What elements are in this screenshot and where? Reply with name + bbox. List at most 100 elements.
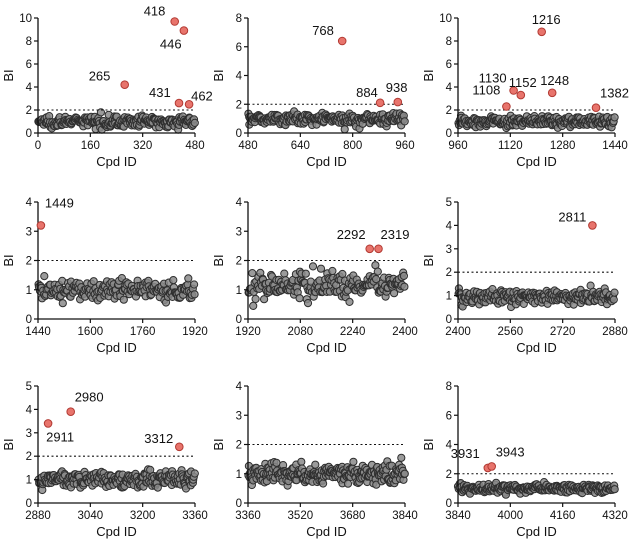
y-tick-label: 8 — [446, 381, 452, 393]
y-tick-label: 4 — [446, 220, 453, 232]
x-tick-label: 2720 — [550, 326, 576, 338]
hit-point — [365, 244, 375, 254]
data-point — [119, 295, 128, 304]
hit-label: 3943 — [496, 444, 525, 459]
x-axis-title: Cpd ID — [306, 154, 346, 169]
y-tick-label: 0 — [26, 128, 32, 140]
data-point — [372, 275, 381, 284]
hit-label: 1248 — [540, 73, 569, 88]
data-point — [190, 280, 199, 289]
x-tick-label: 3680 — [340, 510, 366, 522]
data-point — [96, 108, 106, 117]
hit-point — [36, 221, 46, 230]
data-point — [260, 295, 269, 304]
y-tick-label: 4 — [26, 404, 33, 416]
x-tick-label: 960 — [395, 140, 414, 152]
hit-point — [174, 98, 184, 108]
x-tick-label: 1760 — [130, 326, 156, 338]
y-tick-label: 0 — [26, 314, 32, 326]
y-axis-title: BI — [421, 69, 436, 81]
hit-point — [375, 98, 385, 108]
y-tick-label: 3 — [236, 410, 242, 422]
y-tick-label: 6 — [236, 42, 242, 54]
x-tick-label: 160 — [81, 140, 100, 152]
data-point — [190, 118, 199, 128]
x-tick-label: 3200 — [130, 510, 156, 522]
y-tick-label: 3 — [26, 226, 32, 238]
x-axis-title: Cpd ID — [516, 524, 556, 539]
y-tick-label: 4 — [236, 197, 243, 209]
hit-label: 2292 — [337, 227, 366, 242]
y-tick-label: 2 — [446, 267, 452, 279]
y-tick-label: 8 — [26, 36, 32, 48]
hit-point — [502, 102, 511, 111]
x-tick-label: 320 — [133, 140, 152, 152]
hit-label: 418 — [144, 4, 166, 19]
hit-label: 2980 — [75, 390, 104, 405]
y-axis-title: BI — [421, 438, 436, 450]
x-tick-label: 2560 — [498, 326, 524, 338]
y-tick-label: 8 — [446, 36, 452, 48]
data-point — [301, 269, 310, 278]
x-tick-label: 1440 — [602, 140, 628, 152]
x-tick-label: 0 — [35, 140, 41, 152]
y-tick-label: 4 — [236, 381, 243, 393]
x-tick-label: 3520 — [288, 510, 314, 522]
data-point — [609, 295, 618, 304]
x-tick-label: 3840 — [445, 510, 471, 522]
data-point — [251, 294, 260, 304]
y-tick-label: 2 — [236, 256, 242, 268]
scatter-panel: 0 2 4 6 8 10 0 160 320 480 Cpd ID BI 265 418 446 431 462 — [1, 4, 213, 170]
y-tick-label: 3 — [446, 244, 452, 256]
background-points — [244, 261, 409, 310]
y-tick-label: 3 — [236, 226, 242, 238]
y-tick-label: 0 — [446, 498, 452, 510]
x-tick-label: 1280 — [550, 140, 576, 152]
hit-label: 1130 — [479, 71, 507, 86]
hit-point — [175, 442, 184, 452]
scatter-panel: 0 2 4 6 8 3840 4000 4160 4320 Cpd ID BI 3931 3943 — [421, 381, 628, 539]
y-tick-label: 1 — [446, 291, 452, 303]
background-points — [244, 107, 409, 134]
x-tick-label: 2400 — [445, 326, 471, 338]
y-tick-label: 4 — [446, 440, 453, 452]
hit-label: 2911 — [46, 429, 74, 444]
scatter-panel: 0 2 4 6 8 480 640 800 960 Cpd ID BI 768 884 938 — [211, 13, 415, 169]
y-tick-label: 6 — [446, 410, 452, 422]
data-point — [169, 276, 178, 285]
data-point — [328, 266, 337, 276]
data-point — [40, 272, 49, 281]
hit-label: 938 — [386, 80, 408, 95]
hit-label: 431 — [149, 85, 171, 100]
x-axis-title: Cpd ID — [96, 524, 136, 539]
background-points — [34, 108, 199, 134]
x-tick-label: 1600 — [78, 326, 104, 338]
y-tick-label: 1 — [26, 285, 32, 297]
y-tick-label: 1 — [236, 285, 242, 297]
x-tick-label: 1120 — [498, 140, 523, 152]
data-point — [373, 267, 382, 276]
y-tick-label: 2 — [236, 99, 242, 111]
hit-label: 768 — [312, 23, 334, 38]
data-point — [399, 271, 408, 280]
data-point — [190, 290, 199, 299]
y-tick-label: 6 — [446, 59, 452, 71]
x-tick-label: 3360 — [235, 510, 261, 522]
y-tick-label: 4 — [26, 82, 33, 94]
hit-point — [591, 103, 601, 112]
data-point — [610, 113, 619, 122]
data-point — [280, 269, 289, 278]
x-tick-label: 4160 — [550, 510, 576, 522]
data-point — [343, 479, 353, 488]
y-axis-title: BI — [421, 254, 436, 266]
x-tick-label: 1920 — [182, 326, 208, 338]
y-tick-label: 1 — [236, 469, 242, 481]
data-point — [249, 301, 258, 310]
hit-label: 1152 — [509, 75, 537, 90]
y-tick-label: 10 — [439, 13, 452, 25]
y-tick-label: 3 — [26, 428, 32, 440]
hit-point — [337, 36, 347, 46]
background-points — [34, 465, 199, 495]
x-tick-label: 4320 — [602, 510, 628, 522]
x-axis-title: Cpd ID — [96, 340, 136, 355]
